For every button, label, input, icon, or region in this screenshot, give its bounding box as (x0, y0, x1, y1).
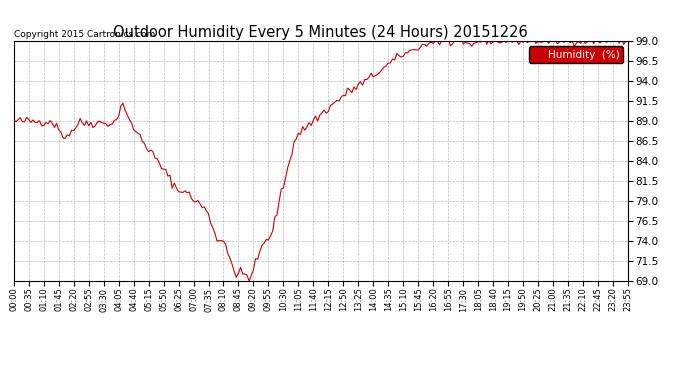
Legend: Humidity  (%): Humidity (%) (529, 46, 622, 63)
Title: Outdoor Humidity Every 5 Minutes (24 Hours) 20151226: Outdoor Humidity Every 5 Minutes (24 Hou… (113, 25, 529, 40)
Text: Copyright 2015 Cartronics.com: Copyright 2015 Cartronics.com (14, 30, 155, 39)
